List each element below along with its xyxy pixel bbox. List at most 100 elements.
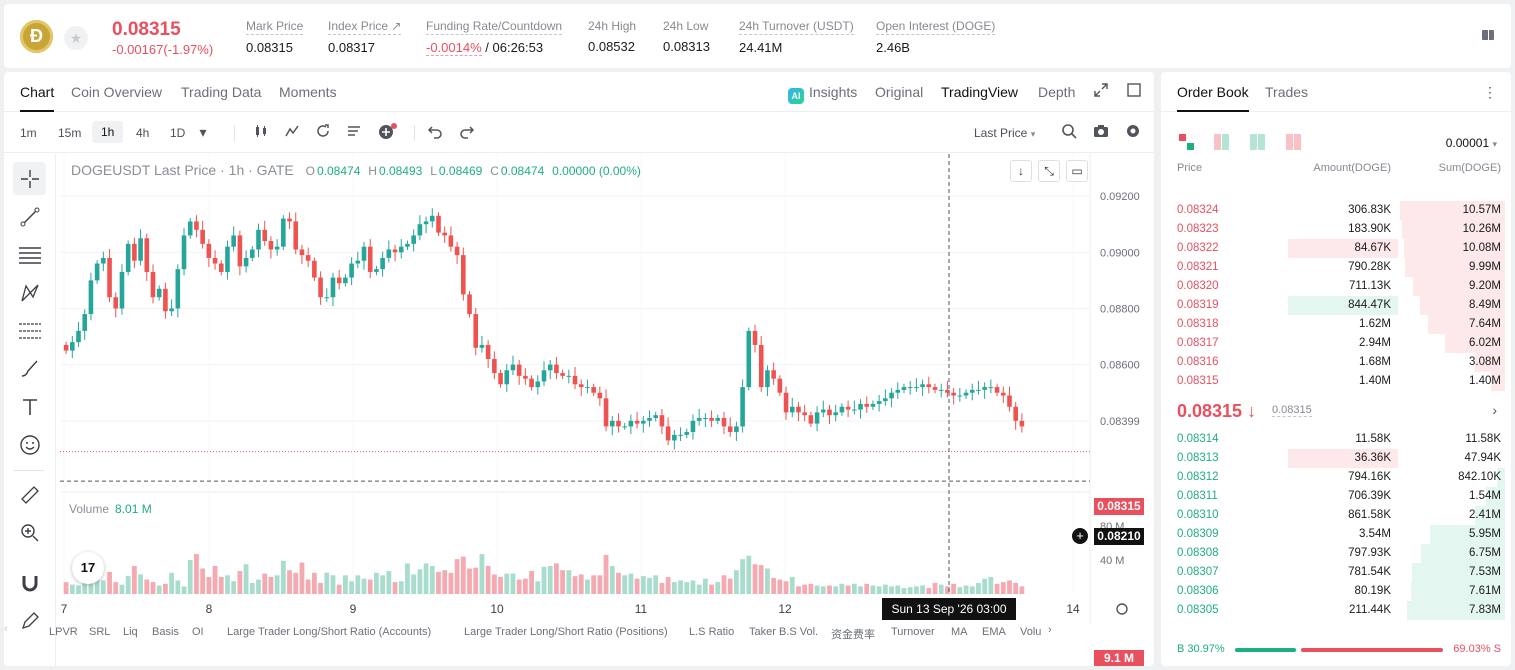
fullscreen-icon[interactable]: ▭	[1066, 160, 1088, 182]
tab-trades[interactable]: Trades	[1265, 84, 1309, 100]
chevron-down-icon[interactable]: ▾	[199, 124, 207, 140]
more-menu-icon[interactable]: ⋮	[1483, 84, 1497, 100]
view-depth[interactable]: Depth	[1038, 84, 1076, 100]
indicator-1[interactable]: SRL	[89, 626, 111, 638]
tradingview-logo[interactable]: 17	[72, 552, 104, 584]
add-alert-icon[interactable]	[378, 123, 397, 141]
stat-label[interactable]: Index Price ↗	[328, 19, 402, 35]
bid-row[interactable]: 0.08307 781.54K 7.53M	[1161, 563, 1511, 582]
indicator-0[interactable]: LPVR	[49, 626, 78, 638]
bid-row[interactable]: 0.08314 11.58K 11.58K	[1161, 430, 1511, 449]
stat-label[interactable]: Mark Price	[246, 19, 304, 35]
bid-row[interactable]: 0.08312 794.16K 842.10K	[1161, 468, 1511, 487]
timeframe-1h[interactable]: 1h	[92, 121, 124, 143]
volume-bar	[429, 565, 435, 594]
ask-row[interactable]: 0.08324 306.83K 10.57M	[1161, 201, 1511, 220]
tab-coin-overview[interactable]: Coin Overview	[71, 84, 163, 100]
collapse-icon[interactable]: ⤡	[1038, 160, 1060, 182]
redo-icon[interactable]	[458, 123, 476, 141]
fibonacci-icon[interactable]	[13, 314, 46, 347]
trendline-icon[interactable]	[13, 200, 46, 233]
horizontal-lines-icon[interactable]	[13, 238, 46, 271]
stat-label[interactable]: Funding Rate/Countdown	[426, 19, 563, 35]
bid-row[interactable]: 0.08309 3.54M 5.95M	[1161, 525, 1511, 544]
ask-row[interactable]: 0.08318 1.62M 7.64M	[1161, 315, 1511, 334]
gear-icon[interactable]	[1124, 123, 1142, 141]
view-split-icon[interactable]	[1214, 134, 1230, 150]
indicator-13[interactable]: Volu	[1020, 626, 1042, 638]
bid-row[interactable]: 0.08308 797.93K 6.75M	[1161, 544, 1511, 563]
crosshair-icon[interactable]	[13, 162, 46, 195]
view-insights[interactable]: AI Insights	[788, 84, 857, 104]
timeframe-1d[interactable]: 1D	[170, 126, 186, 140]
view-bids-icon[interactable]	[1250, 134, 1266, 150]
timeframe-15m[interactable]: 15m	[58, 126, 82, 140]
ask-row[interactable]: 0.08319 844.47K 8.49M	[1161, 296, 1511, 315]
text-icon[interactable]	[13, 390, 46, 423]
window-icon[interactable]	[1125, 83, 1143, 101]
bid-row[interactable]: 0.08306 80.19K 7.61M	[1161, 582, 1511, 601]
chart-canvas[interactable]: 0.09200 0.09000 0.08800 0.08600 0.08399 7 8 9 10…	[60, 154, 1150, 624]
compare-icon[interactable]	[314, 123, 332, 141]
bid-row[interactable]: 0.08311 706.39K 1.54M	[1161, 487, 1511, 506]
ask-row[interactable]: 0.08316 1.68M 3.08M	[1161, 353, 1511, 372]
indicator-6[interactable]: Large Trader Long/Short Ratio (Positions…	[464, 626, 668, 638]
indicator-3[interactable]: Basis	[152, 626, 179, 638]
ask-row[interactable]: 0.08321 790.28K 9.99M	[1161, 258, 1511, 277]
bid-row[interactable]: 0.08313 36.36K 47.94K	[1161, 449, 1511, 468]
timeframe-4h[interactable]: 4h	[136, 126, 150, 140]
indicator-7[interactable]: L.S Ratio	[689, 626, 735, 638]
bid-row[interactable]: 0.08305 211.44K 7.83M	[1161, 601, 1511, 620]
timeframe-1m[interactable]: 1m	[20, 126, 37, 140]
chevron-right-icon[interactable]: ›	[1492, 402, 1497, 418]
ask-row[interactable]: 0.08317 2.94M 6.02M	[1161, 334, 1511, 353]
view-tradingview[interactable]: TradingView	[941, 84, 1019, 100]
chevron-right-icon[interactable]: ›	[1048, 624, 1052, 636]
brush-icon[interactable]	[13, 352, 46, 385]
favorite-star-icon[interactable]: ★	[64, 26, 88, 50]
indicator-4[interactable]: OI	[192, 626, 204, 638]
pattern-icon[interactable]	[13, 276, 46, 309]
tab-order-book[interactable]: Order Book	[1177, 84, 1249, 112]
ask-row[interactable]: 0.08315 1.40M 1.40M	[1161, 372, 1511, 391]
view-original[interactable]: Original	[875, 84, 924, 100]
undo-icon[interactable]	[426, 123, 444, 141]
view-both-icon[interactable]	[1179, 134, 1195, 150]
volume-bar	[895, 585, 901, 594]
tab-chart[interactable]: Chart	[20, 84, 55, 112]
tab-trading-data[interactable]: Trading Data	[181, 84, 262, 100]
ruler-icon[interactable]	[13, 478, 46, 511]
add-order-icon[interactable]: +	[1072, 528, 1088, 544]
indicator-11[interactable]: MA	[951, 626, 968, 638]
stat-label[interactable]: 24h Turnover (USDT)	[739, 19, 854, 35]
indicator-8[interactable]: Taker B.S Vol.	[749, 626, 819, 638]
indicator-5[interactable]: Large Trader Long/Short Ratio (Accounts)	[227, 626, 432, 638]
camera-icon[interactable]	[1092, 123, 1110, 141]
indicator-10[interactable]: Turnover	[891, 626, 935, 638]
view-asks-icon[interactable]	[1286, 134, 1302, 150]
tab-moments[interactable]: Moments	[279, 84, 337, 100]
ask-row[interactable]: 0.08323 183.90K 10.26M	[1161, 220, 1511, 239]
zoom-in-icon[interactable]	[13, 516, 46, 549]
search-icon[interactable]	[1060, 123, 1078, 141]
indicator-2[interactable]: Liq	[123, 626, 138, 638]
book-icon[interactable]	[1481, 28, 1495, 42]
indicators-icon[interactable]	[283, 123, 301, 141]
price-chart[interactable]: 0.09200 0.09000 0.08800 0.08600 0.08399 7 8 9 10…	[60, 154, 1150, 666]
price-source-select[interactable]: Last Price ▾	[974, 126, 1035, 140]
precision-select[interactable]: 0.00001 ▾	[1446, 136, 1497, 150]
indicator-12[interactable]: EMA	[982, 626, 1006, 638]
chevron-left-icon[interactable]: ‹	[4, 623, 8, 635]
indicator-9[interactable]: 资金费率	[831, 629, 875, 641]
magnet-icon[interactable]	[13, 566, 46, 599]
expand-icon[interactable]	[1092, 83, 1110, 101]
pencil-icon[interactable]	[13, 604, 46, 637]
emoji-icon[interactable]	[13, 428, 46, 461]
bid-row[interactable]: 0.08310 861.58K 2.41M	[1161, 506, 1511, 525]
stat-label[interactable]: Open Interest (DOGE)	[876, 19, 996, 35]
ask-row[interactable]: 0.08322 84.67K 10.08M	[1161, 239, 1511, 258]
candle-type-icon[interactable]	[252, 123, 270, 141]
ask-row[interactable]: 0.08320 711.13K 9.20M	[1161, 277, 1511, 296]
template-icon[interactable]	[345, 123, 363, 141]
arrow-down-icon[interactable]: ↓	[1010, 160, 1032, 182]
